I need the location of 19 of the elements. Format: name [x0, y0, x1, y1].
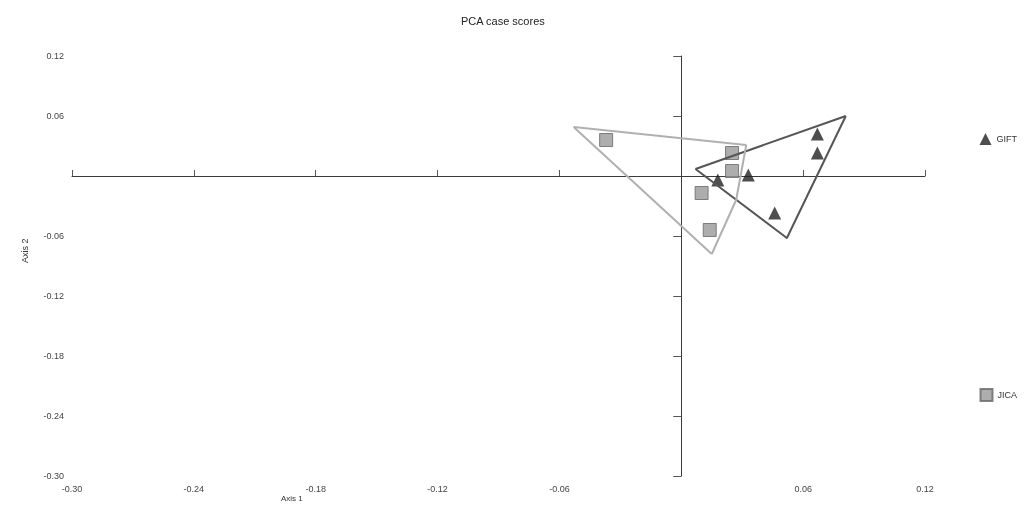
y-tick-label: -0.30 — [43, 471, 64, 481]
x-tick-label: -0.30 — [61, 483, 83, 494]
legend-label: GIFT — [996, 134, 1018, 144]
y-tick-label: 0.12 — [46, 51, 64, 61]
x-tick-label: 0.12 — [916, 483, 934, 494]
legend-label: JICA — [997, 390, 1018, 400]
x-axis-title: Axis 1 — [281, 493, 304, 503]
chart-title: PCA case scores — [461, 14, 546, 27]
x-tick-label: -0.18 — [305, 483, 326, 494]
y-tick-label: -0.24 — [43, 411, 64, 421]
y-tick-label: -0.18 — [43, 351, 64, 361]
y-tick-label: -0.12 — [43, 291, 64, 301]
x-tick-label: -0.06 — [549, 483, 570, 494]
x-tick-label: 0.06 — [794, 483, 812, 494]
x-tick-label: -0.24 — [183, 483, 205, 494]
y-tick-label: -0.06 — [43, 231, 64, 241]
y-tick-label: 0.06 — [46, 111, 64, 121]
x-tick-label: -0.12 — [427, 483, 448, 494]
y-axis-title: Axis 2 — [19, 238, 30, 263]
